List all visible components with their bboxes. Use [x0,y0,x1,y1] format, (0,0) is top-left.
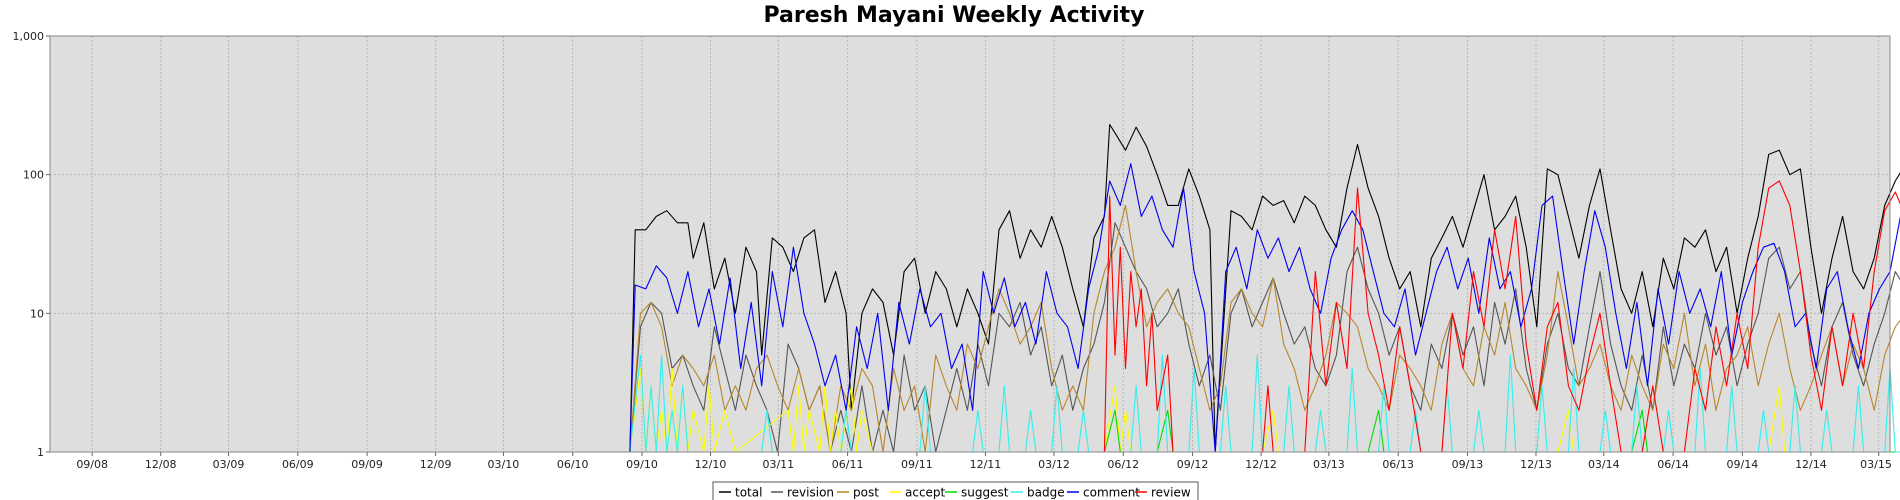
x-tick-label: 06/14 [1657,458,1689,471]
x-tick-label: 09/10 [626,458,658,471]
x-tick-label: 03/15 [1860,458,1892,471]
series-line-revision [50,222,1900,453]
x-tick-label: 09/08 [76,458,108,471]
legend-item-post: post [837,486,879,500]
x-tick-label: 03/10 [488,458,520,471]
x-tick-label: 03/11 [762,458,794,471]
chart-title: Paresh Mayani Weekly Activity [763,3,1144,28]
y-tick-label: 10 [30,307,44,320]
x-tick-label: 06/12 [1107,458,1139,471]
series-line-accept [50,367,1786,453]
legend-label: accept [905,486,946,500]
x-tick-label: 09/12 [1177,458,1209,471]
legend-item-review: review [1135,486,1191,500]
legend-label: revision [787,486,834,500]
x-tick-label: 12/14 [1795,458,1827,471]
x-tick-label: 12/11 [970,458,1002,471]
y-tick-label: 100 [23,169,44,182]
y-axis: 1 10 100 1,000 [13,30,50,459]
series-line-total [50,123,1900,453]
x-tick-label: 12/12 [1245,458,1277,471]
legend-item-suggest: suggest [945,486,1009,500]
series-line-comment [50,163,1900,453]
legend-item-badge: badge [1011,486,1065,500]
legend-item-revision: revision [771,486,834,500]
x-tick-label: 06/10 [557,458,589,471]
x-tick-label: 03/12 [1038,458,1070,471]
legend-label: review [1151,486,1191,500]
x-tick-label: 12/09 [420,458,452,471]
y-tick-label: 1,000 [13,30,45,43]
legend-label: comment [1083,486,1140,500]
plot-border [49,35,1891,453]
legend-item-accept: accept [889,486,946,500]
x-tick-label: 12/13 [1520,458,1552,471]
legend-item-comment: comment [1067,486,1140,500]
x-tick-label: 03/14 [1588,458,1620,471]
legend-label: post [853,486,879,500]
x-tick-label: 06/11 [832,458,864,471]
legend: total revision post accept suggest badge comme… [712,481,1199,500]
legend-item-total: total [719,486,762,500]
x-tick-label: 09/09 [351,458,383,471]
plot-area [50,36,1890,452]
legend-box [712,481,1199,500]
x-tick-label: 06/09 [282,458,314,471]
x-tick-label: 03/13 [1313,458,1345,471]
x-axis: 09/08 12/08 03/09 06/09 09/09 12/09 03/10 06/10… [76,452,1892,471]
x-tick-label: 12/08 [145,458,177,471]
legend-label: badge [1027,486,1065,500]
x-tick-label: 09/14 [1727,458,1759,471]
legend-label: total [735,486,762,500]
x-tick-label: 09/13 [1452,458,1484,471]
x-tick-label: 06/13 [1382,458,1414,471]
y-tick-label: 1 [37,446,44,459]
x-tick-label: 12/10 [695,458,727,471]
x-tick-label: 03/09 [213,458,245,471]
x-tick-label: 09/11 [901,458,933,471]
legend-label: suggest [961,486,1009,500]
